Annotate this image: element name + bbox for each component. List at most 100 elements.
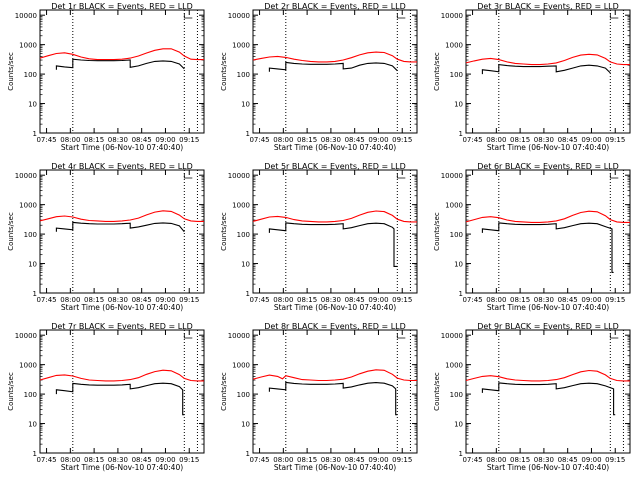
x-tick-label: 08:30 <box>321 456 341 464</box>
x-tick-label: 07:45 <box>249 296 269 304</box>
x-axis-label: Start Time (06-Nov-10 07:40:40) <box>487 143 609 152</box>
y-tick-label: 10 <box>241 101 250 109</box>
x-tick-label: 08:15 <box>510 136 530 144</box>
x-tick-label: 09:00 <box>368 456 388 464</box>
y-tick-label: 10 <box>454 101 463 109</box>
y-tick-label: 10 <box>241 421 250 429</box>
y-tick-label: 1000 <box>232 42 250 50</box>
plot-title: Det 2r BLACK = Events, RED = LLD <box>264 2 406 11</box>
x-tick-label: 09:15 <box>179 456 199 464</box>
y-tick-label: 10000 <box>441 332 463 340</box>
plot-frame <box>465 9 631 134</box>
y-axis-label: Counts/sec <box>433 372 441 411</box>
y-tick-label: 100 <box>450 391 463 399</box>
event-rate-line <box>481 222 614 273</box>
detector-panel-7: Det 7r BLACK = Events, RED = LLD 1 10 100 10… <box>7 322 205 472</box>
state-bracket <box>396 13 406 19</box>
y-tick-label: 1 <box>33 130 37 138</box>
x-tick-label: 08:00 <box>273 456 293 464</box>
x-tick-label: 09:15 <box>605 296 625 304</box>
x-tick-label: 08:00 <box>486 296 506 304</box>
state-bracket <box>609 13 619 19</box>
x-tick-label: 08:15 <box>510 456 530 464</box>
y-tick-label: 100 <box>24 391 37 399</box>
state-bracket <box>609 173 619 179</box>
x-tick-label: 08:45 <box>132 136 152 144</box>
plot-frame <box>252 169 418 294</box>
lld-rate-line <box>39 48 204 61</box>
plot-title: Det 3r BLACK = Events, RED = LLD <box>477 2 619 11</box>
x-tick-label: 07:45 <box>249 456 269 464</box>
plot-title: Det 9r BLACK = Events, RED = LLD <box>477 322 619 331</box>
y-tick-label: 10000 <box>15 332 37 340</box>
y-tick-label: 1 <box>459 130 463 138</box>
y-tick-label: 1000 <box>232 362 250 370</box>
x-tick-label: 08:30 <box>534 456 554 464</box>
x-axis-label: Start Time (06-Nov-10 07:40:40) <box>487 463 609 472</box>
x-tick-label: 08:30 <box>108 136 128 144</box>
detector-panel-5: Det 5r BLACK = Events, RED = LLD 1 10 100 10… <box>220 162 418 312</box>
event-rate-line <box>268 61 398 72</box>
y-tick-label: 1 <box>246 130 250 138</box>
detector-panel-3: Det 3r BLACK = Events, RED = LLD 1 10 100 10… <box>433 2 631 152</box>
y-axis-label: Counts/sec <box>220 212 228 251</box>
x-tick-label: 09:15 <box>179 136 199 144</box>
x-axis-label: Start Time (06-Nov-10 07:40:40) <box>61 143 183 152</box>
lld-rate-line <box>252 51 417 63</box>
x-tick-label: 08:30 <box>534 136 554 144</box>
x-tick-label: 08:45 <box>132 456 152 464</box>
detector-panel-4: Det 4r BLACK = Events, RED = LLD 1 10 100 10… <box>7 162 205 312</box>
event-rate-line <box>481 63 611 75</box>
detector-panel-1: Det 1r BLACK = Events, RED = LLD 1 10 100 10… <box>7 2 205 152</box>
x-tick-label: 07:45 <box>36 456 56 464</box>
event-rate-line <box>55 382 185 416</box>
y-tick-label: 10000 <box>15 172 37 180</box>
y-tick-label: 1 <box>459 290 463 298</box>
state-bracket <box>609 333 619 339</box>
y-tick-label: 1 <box>33 450 37 458</box>
x-tick-label: 08:45 <box>345 136 365 144</box>
event-rate-line <box>55 58 185 70</box>
y-axis-label: Counts/sec <box>7 372 15 411</box>
x-tick-label: 08:30 <box>108 456 128 464</box>
x-tick-label: 09:15 <box>392 296 412 304</box>
event-rate-line <box>55 221 185 233</box>
x-tick-label: 08:45 <box>345 296 365 304</box>
y-axis-label: Counts/sec <box>433 52 441 91</box>
lld-rate-line <box>39 210 204 222</box>
lld-rate-line <box>465 369 630 382</box>
y-axis-label: Counts/sec <box>7 52 15 91</box>
event-rate-line <box>268 381 398 416</box>
x-tick-label: 09:15 <box>392 456 412 464</box>
detector-panel-8: Det 8r BLACK = Events, RED = LLD 1 10 100 10… <box>220 322 418 472</box>
x-tick-label: 08:00 <box>273 296 293 304</box>
y-tick-label: 100 <box>237 231 250 239</box>
x-tick-label: 08:45 <box>345 456 365 464</box>
lld-rate-line <box>252 369 417 382</box>
y-tick-label: 100 <box>237 391 250 399</box>
y-tick-label: 100 <box>24 231 37 239</box>
x-axis-label: Start Time (06-Nov-10 07:40:40) <box>61 303 183 312</box>
x-axis-label: Start Time (06-Nov-10 07:40:40) <box>61 463 183 472</box>
x-tick-label: 08:15 <box>297 456 317 464</box>
x-tick-label: 08:15 <box>84 136 104 144</box>
x-tick-label: 09:00 <box>581 136 601 144</box>
x-tick-label: 08:15 <box>84 456 104 464</box>
x-tick-label: 08:00 <box>60 456 80 464</box>
x-tick-label: 08:45 <box>558 456 578 464</box>
y-tick-label: 100 <box>24 71 37 79</box>
x-tick-label: 09:15 <box>179 296 199 304</box>
y-tick-label: 1000 <box>232 202 250 210</box>
detector-panel-2: Det 2r BLACK = Events, RED = LLD 1 10 100 10… <box>220 2 418 152</box>
y-tick-label: 1 <box>246 450 250 458</box>
x-tick-label: 08:15 <box>297 296 317 304</box>
y-tick-label: 1000 <box>19 42 37 50</box>
y-tick-label: 10 <box>28 261 37 269</box>
y-tick-label: 1000 <box>445 362 463 370</box>
detector-panel-6: Det 6r BLACK = Events, RED = LLD 1 10 100 10… <box>433 162 631 312</box>
state-bracket <box>396 173 406 179</box>
y-tick-label: 10 <box>28 421 37 429</box>
state-bracket <box>183 173 193 179</box>
y-tick-label: 10000 <box>228 172 250 180</box>
event-rate-line <box>481 382 616 416</box>
